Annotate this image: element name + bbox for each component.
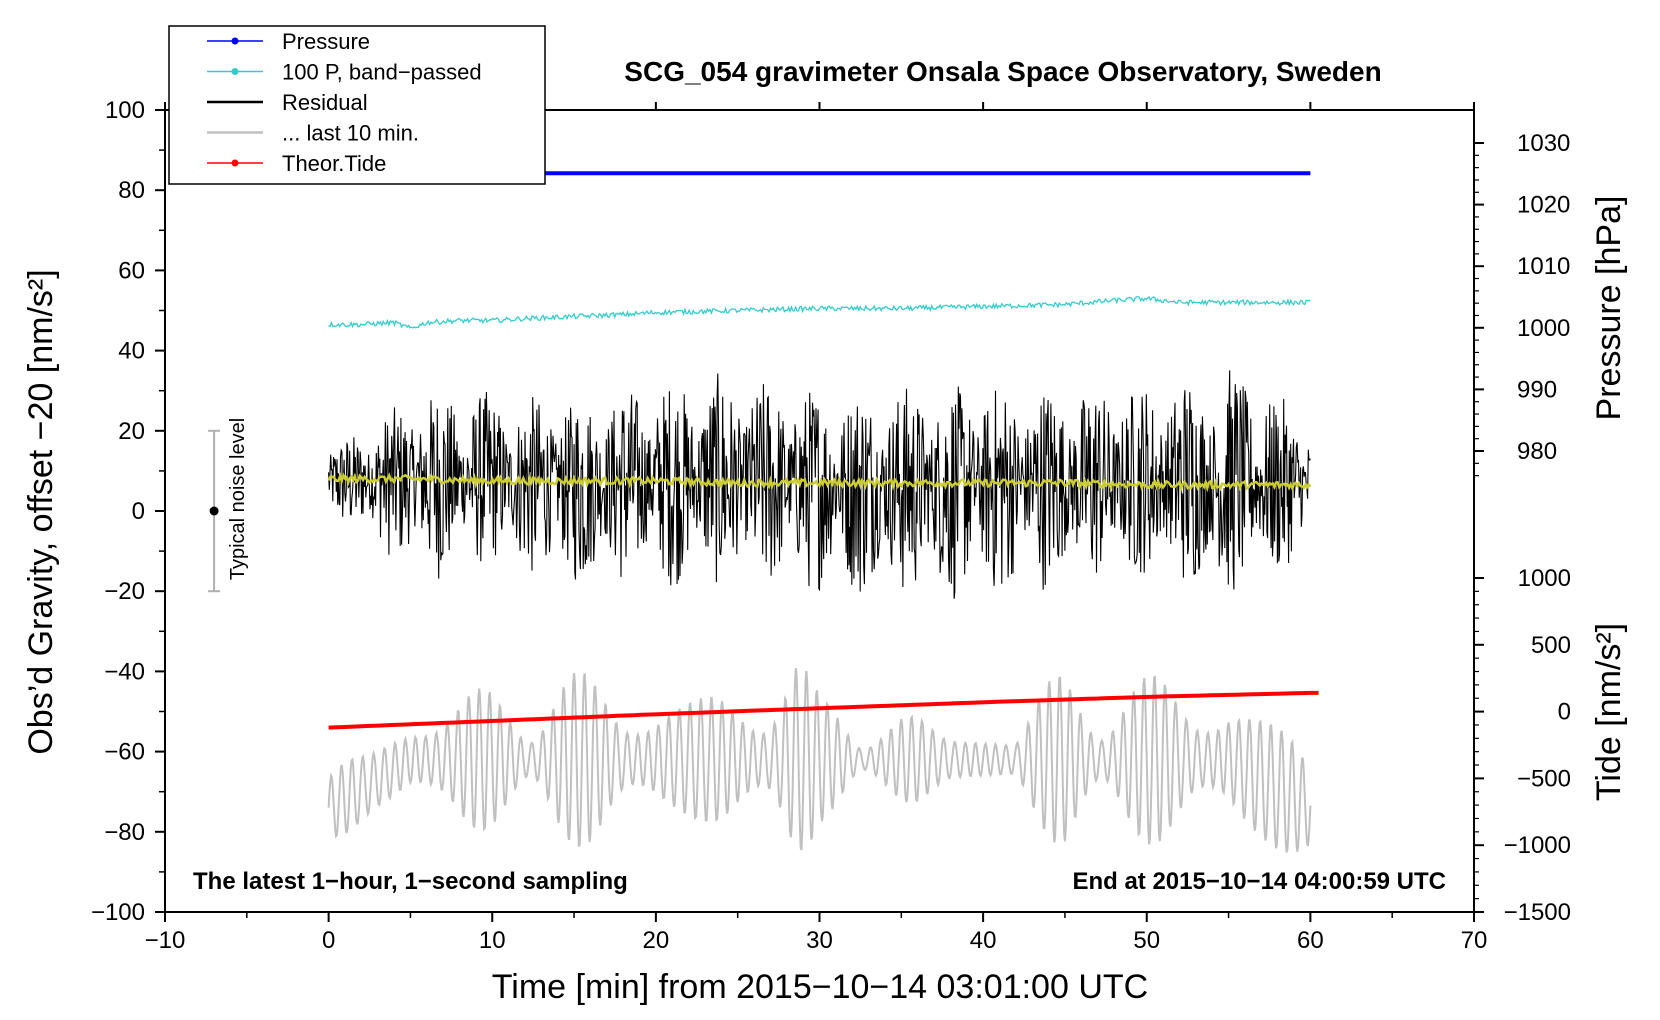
- x-tick-label: 70: [1461, 927, 1488, 954]
- y-axis-pressure-title: Pressure [hPa]: [1590, 196, 1628, 421]
- y-tick-label: 40: [118, 338, 145, 365]
- pressure-tick-label: 980: [1517, 438, 1557, 465]
- x-tick-label: 60: [1297, 927, 1324, 954]
- x-tick-label: 0: [322, 927, 335, 954]
- y-tick-label: 20: [118, 418, 145, 445]
- residual-smoothed-line: [327, 471, 1312, 493]
- tide-tick-label: 0: [1558, 699, 1571, 726]
- legend: Pressure 100 P, band−passed Residual ... la…: [168, 25, 546, 185]
- note-end-time: End at 2015−10−14 04:00:59 UTC: [1072, 868, 1446, 895]
- y-tick-label: −80: [104, 819, 145, 846]
- legend-swatch-marker: [231, 68, 239, 75]
- legend-box: [168, 25, 546, 185]
- series-residual: [328, 370, 1311, 599]
- x-tick-label: 30: [806, 927, 833, 954]
- legend-label: Pressure: [282, 29, 370, 54]
- tide-tick-label: 1000: [1518, 565, 1571, 592]
- y-tick-label: 0: [132, 498, 145, 525]
- y-axis-tide-title: Tide [nm/s²]: [1590, 623, 1628, 801]
- noise-level-label: Typical noise level: [227, 418, 249, 580]
- legend-label: ... last 10 min.: [282, 121, 419, 146]
- tide-tick-label: 500: [1531, 632, 1571, 659]
- residual-line: [328, 370, 1311, 599]
- legend-label: Theor.Tide: [282, 151, 386, 176]
- series-theoretical-tide: [328, 690, 1319, 730]
- band-passed-line: [328, 295, 1311, 329]
- tide-tick-label: −1000: [1504, 832, 1571, 859]
- x-tick-label: 20: [643, 927, 670, 954]
- y-tick-label: 80: [118, 177, 145, 204]
- legend-label: 100 P, band−passed: [282, 60, 482, 85]
- y-axis-left-title: Obs’d Gravity, offset −20 [nm/s²]: [22, 269, 60, 754]
- tide-tick-label: −500: [1517, 765, 1571, 792]
- pressure-tick-label: 1020: [1517, 192, 1570, 219]
- noise-bar-center-dot: [209, 506, 219, 516]
- x-tick-label: 10: [479, 927, 506, 954]
- x-axis-title: Time [min] from 2015−10−14 03:01:00 UTC: [492, 968, 1148, 1006]
- legend-label: Residual: [282, 90, 368, 115]
- y-tick-label: −20: [104, 578, 145, 605]
- legend-swatch-marker: [231, 37, 239, 45]
- legend-swatch-marker: [231, 159, 239, 167]
- y-axis-left: 100 80 60 40 20 0 −20 −40 −60 −80 −100: [91, 97, 165, 926]
- chart-title: SCG_054 gravimeter Onsala Space Observat…: [624, 56, 1381, 87]
- y-tick-label: 60: [118, 257, 145, 284]
- pressure-tick-label: 1010: [1517, 253, 1570, 280]
- series-band-passed-pressure: [328, 295, 1311, 329]
- x-axis: −10 0 10 20 30 40 50 60 70: [145, 102, 1488, 954]
- x-tick-label: 40: [970, 927, 997, 954]
- tide-tick-label: −1500: [1504, 899, 1571, 926]
- pressure-tick-label: 1030: [1517, 130, 1570, 157]
- y-tick-label: −100: [91, 899, 145, 926]
- y-tick-label: −60: [104, 739, 145, 766]
- last-10-min-line: [327, 667, 1312, 853]
- x-tick-label: 50: [1133, 927, 1160, 954]
- series-last-10-min: [327, 667, 1312, 853]
- pressure-tick-label: 1000: [1517, 315, 1570, 342]
- y-tick-label: −40: [104, 658, 145, 685]
- pressure-tick-label: 990: [1517, 376, 1557, 403]
- noise-level-bar: [208, 429, 221, 593]
- y-axis-tide: 1000 500 0 −500 −1000 −1500: [1474, 565, 1571, 926]
- y-axis-pressure: 1030 1020 1010 1000 990 980: [1474, 130, 1570, 477]
- note-sampling: The latest 1−hour, 1−second sampling: [193, 868, 628, 895]
- x-tick-label: −10: [145, 927, 186, 954]
- tide-line: [328, 690, 1319, 730]
- y-tick-label: 100: [105, 97, 145, 124]
- series-residual-smoothed: [327, 471, 1312, 493]
